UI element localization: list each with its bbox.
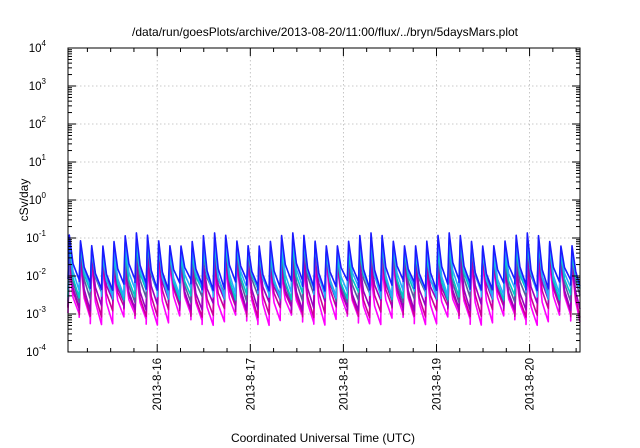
y-tick-label: 101 <box>29 153 47 169</box>
x-axis-label: Coordinated Universal Time (UTC) <box>231 431 415 445</box>
chart-title: /data/run/goesPlots/archive/2013-08-20/1… <box>132 25 519 39</box>
y-tick-label: 10-1 <box>26 229 46 245</box>
y-tick-label: 103 <box>29 77 47 93</box>
y-tick-exponent: 0 <box>42 191 47 200</box>
x-axis-tick-labels: 2013-8-16 2013-8-17 2013-8-18 2013-8-19 2013… <box>152 358 536 410</box>
y-tick-base: 10 <box>29 157 42 169</box>
y-tick-label: 10-3 <box>26 305 46 321</box>
x-tick-label: 2013-8-16 <box>152 358 164 410</box>
y-tick-base: 10 <box>26 309 39 321</box>
series-line <box>67 232 581 292</box>
y-tick-exponent: -3 <box>39 305 47 314</box>
y-tick-base: 10 <box>26 347 39 359</box>
y-tick-base: 10 <box>29 119 42 131</box>
y-tick-label: 102 <box>29 115 47 131</box>
y-tick-exponent: 2 <box>42 115 47 124</box>
y-tick-exponent: 4 <box>42 39 47 48</box>
y-tick-exponent: 3 <box>42 77 47 86</box>
y-tick-exponent: -1 <box>39 229 47 238</box>
plot-area <box>67 47 581 353</box>
y-tick-base: 10 <box>26 271 39 283</box>
x-tick-label: 2013-8-17 <box>245 358 257 410</box>
y-tick-base: 10 <box>29 81 42 93</box>
y-tick-label: 10-2 <box>26 267 46 283</box>
y-tick-label: 10-4 <box>26 343 46 359</box>
y-tick-exponent: -2 <box>39 267 47 276</box>
y-tick-exponent: 1 <box>42 153 47 162</box>
y-tick-base: 10 <box>29 43 42 55</box>
x-tick-label: 2013-8-20 <box>525 358 537 410</box>
data-series <box>67 232 581 327</box>
x-tick-label: 2013-8-19 <box>431 358 443 410</box>
y-tick-base: 10 <box>29 195 42 207</box>
axis-ticks <box>68 47 580 353</box>
y-tick-base: 10 <box>26 233 39 245</box>
y-tick-label: 100 <box>29 191 47 207</box>
y-tick-label: 104 <box>29 39 47 55</box>
x-tick-label: 2013-8-18 <box>338 358 350 410</box>
y-axis-label: cSv/day <box>17 179 31 222</box>
y-tick-exponent: -4 <box>39 343 47 352</box>
